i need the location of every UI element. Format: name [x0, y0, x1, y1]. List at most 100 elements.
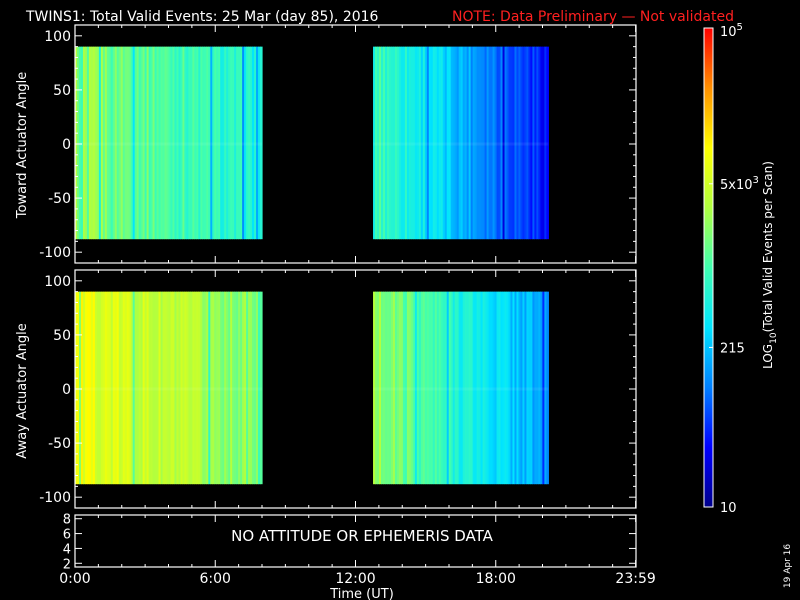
heatmap-cell: [208, 291, 211, 485]
heatmap-cell: [536, 291, 539, 485]
heatmap-cell: [416, 291, 420, 485]
heatmap-cell: [230, 46, 233, 240]
heatmap-cell: [400, 291, 404, 485]
heatmap-cell: [226, 46, 229, 240]
heatmap-cell: [75, 291, 78, 485]
heatmap-cell: [180, 291, 184, 485]
heatmap-cell: [512, 291, 516, 485]
heatmap-cell: [96, 291, 100, 485]
heatmap-cell: [514, 46, 518, 240]
heatmap-cell: [130, 291, 134, 485]
heatmap-cell: [516, 46, 520, 240]
heatmap-cell: [170, 46, 174, 240]
heatmap-cell: [402, 291, 406, 485]
heatmap-cell: [488, 46, 492, 240]
heatmap-cell: [192, 291, 195, 485]
heatmap-cell: [534, 291, 537, 485]
heatmap-cell: [110, 291, 114, 485]
heatmap-cell: [160, 291, 164, 485]
heatmap-cell: [466, 291, 470, 485]
heatmap-cell: [246, 46, 249, 240]
heatmap-cell: [454, 46, 458, 240]
heatmap-cell: [508, 291, 512, 485]
chart-title: TWINS1: Total Valid Events: 25 Mar (day …: [25, 9, 379, 25]
heatmap-cell: [252, 46, 255, 240]
y-tick-label: 100: [44, 274, 71, 290]
heatmap-cell: [140, 46, 144, 240]
heatmap-cell: [456, 46, 460, 240]
heatmap-cell: [190, 291, 193, 485]
heatmap-cell: [122, 291, 126, 485]
heatmap-cell: [496, 46, 500, 240]
heatmap-cell: [214, 46, 217, 240]
heatmap-cell: [402, 46, 406, 240]
heatmap-cell: [122, 46, 126, 240]
heatmap-cell: [242, 291, 245, 485]
heatmap-cell: [252, 291, 255, 485]
y-tick-label: 0: [62, 137, 71, 153]
heatmap-cell: [124, 46, 128, 240]
heatmap-cell: [186, 291, 189, 485]
heatmap-cell: [450, 46, 454, 240]
heatmap-cell: [458, 46, 462, 240]
heatmap-cell: [462, 291, 466, 485]
heatmap-cell: [416, 46, 420, 240]
heatmap-cell: [526, 291, 530, 485]
heatmap-cell: [508, 46, 512, 240]
heatmap-cell: [196, 291, 199, 485]
heatmap-cell: [198, 46, 201, 240]
heatmap-cell: [430, 46, 434, 240]
heatmap-cell: [512, 46, 516, 240]
heatmap-cell: [222, 46, 225, 240]
heatmap-cell: [524, 291, 528, 485]
heatmap-cell: [144, 291, 148, 485]
heatmap-cell: [518, 46, 522, 240]
heatmap-cell: [490, 46, 494, 240]
x-axis-ticks: 0:00 6:00 12:00 18:00 23:59: [59, 571, 656, 587]
heatmap-cell: [108, 291, 112, 485]
heatmap-cell: [76, 46, 80, 240]
heatmap-cell: [110, 46, 114, 240]
heatmap-cell: [494, 46, 498, 240]
heatmap-cell: [396, 291, 400, 485]
heatmap-cell: [94, 46, 98, 240]
y-tick-label: 2: [63, 557, 71, 572]
heatmap-cell: [182, 291, 186, 485]
heatmap-cell: [470, 291, 474, 485]
heatmap-cell: [478, 46, 482, 240]
heatmap-cell: [528, 291, 532, 485]
heatmap-cell: [464, 291, 468, 485]
heatmap-cell: [104, 291, 108, 485]
heatmap-cell: [500, 291, 504, 485]
heatmap-cell: [162, 46, 166, 240]
heatmap-cell: [106, 46, 110, 240]
heatmap-cell: [192, 46, 195, 240]
heatmap-cell: [246, 291, 249, 485]
colorbar-tick-label: 10: [720, 501, 737, 516]
heatmap-cell: [78, 291, 82, 485]
heatmap-cell: [200, 291, 203, 485]
heatmap-cell: [468, 291, 472, 485]
center-band: [75, 142, 262, 146]
heatmap-cell: [176, 46, 180, 240]
heatmap-cell: [384, 46, 388, 240]
heatmap-cell: [470, 46, 474, 240]
heatmap-cell: [478, 291, 482, 485]
heatmap-cell: [84, 291, 88, 485]
heatmap-cell: [222, 291, 225, 485]
heatmap-cell: [168, 46, 172, 240]
heatmap-cell: [204, 46, 207, 240]
heatmap-cell: [240, 291, 243, 485]
toward-panel: 100 50 0 -50 -100: [39, 24, 637, 264]
heatmap-cell: [254, 46, 257, 240]
toward-ylabel: Toward Actuator Angle: [15, 72, 30, 219]
heatmap-cell: [90, 291, 94, 485]
heatmap-cell: [186, 46, 189, 240]
heatmap-cell: [80, 46, 84, 240]
heatmap-cell: [418, 46, 422, 240]
heatmap-cell: [420, 46, 424, 240]
x-axis-label: Time (UT): [329, 587, 394, 600]
heatmap-cell: [504, 46, 508, 240]
heatmap-cell: [536, 46, 539, 240]
heatmap-cell: [156, 46, 160, 240]
